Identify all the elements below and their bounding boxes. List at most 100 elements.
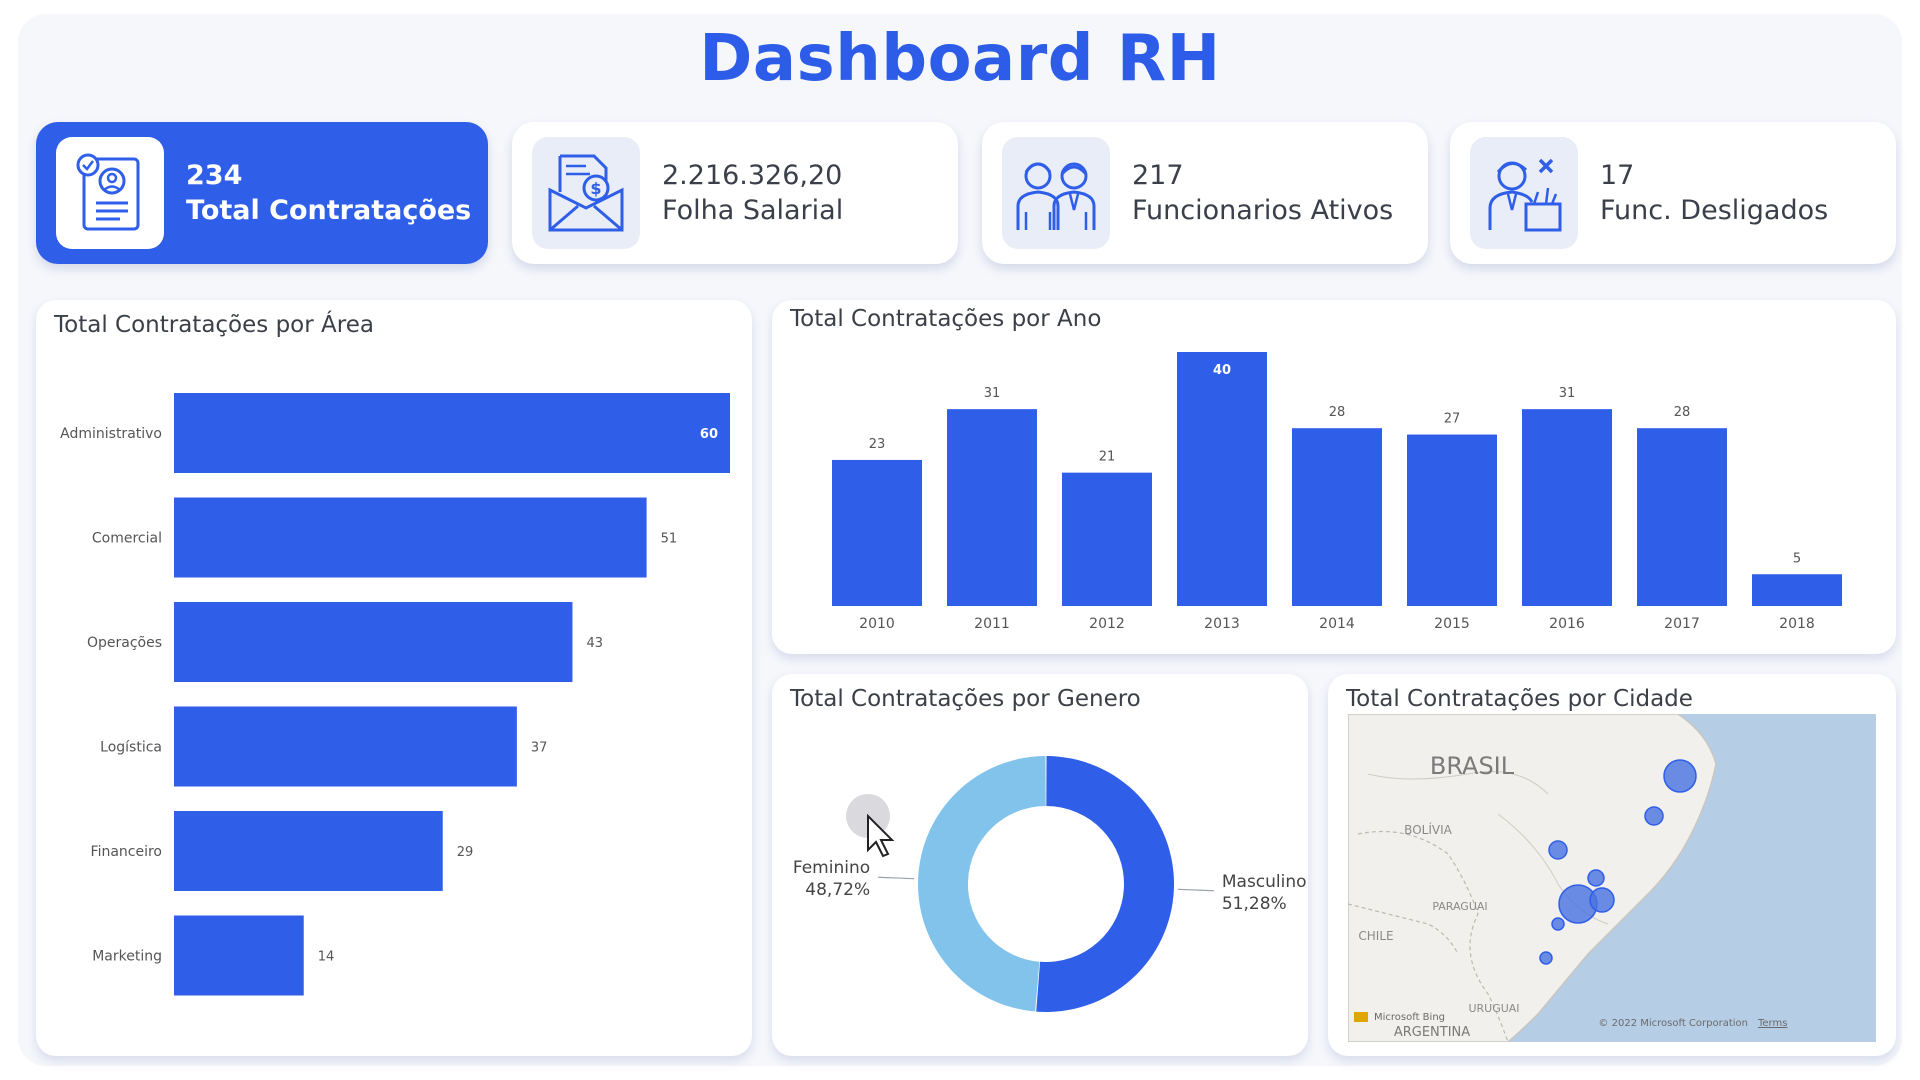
year-data-label: 31 xyxy=(1559,386,1576,401)
year-bar xyxy=(1752,574,1842,606)
kpi-funcionarios-ativos[interactable]: 217 Funcionarios Ativos xyxy=(982,122,1428,264)
year-data-label: 28 xyxy=(1674,405,1691,420)
panel-title: Total Contratações por Cidade xyxy=(1346,686,1693,712)
year-tick-label: 2017 xyxy=(1664,616,1700,632)
year-data-label: 21 xyxy=(1099,450,1116,465)
map-bubble[interactable] xyxy=(1539,951,1553,965)
gender-leader-line xyxy=(1177,888,1214,892)
area-bar xyxy=(174,811,443,891)
panel-contratacoes-por-cidade: Total Contratações por Cidade BRASIL BOL… xyxy=(1328,674,1896,1056)
map-copyright: © 2022 Microsoft Corporation xyxy=(1598,1018,1748,1029)
year-bar xyxy=(1292,428,1382,606)
year-tick-label: 2012 xyxy=(1089,616,1125,632)
panel-title: Total Contratações por Ano xyxy=(790,306,1102,332)
gender-slice xyxy=(1036,756,1174,1012)
kpi-label: Func. Desligados xyxy=(1600,195,1829,226)
year-bar-chart: 2010 23 2011 31 2012 21 2013 40 2014 28 2015 27 2016… xyxy=(832,352,1842,632)
map-bubble[interactable] xyxy=(1589,887,1615,913)
year-tick-label: 2013 xyxy=(1204,616,1240,632)
map-bubble[interactable] xyxy=(1587,869,1605,887)
city-map[interactable]: BRASIL BOLÍVIA PARAGUAI CHILE URUGUAI AR… xyxy=(1348,714,1876,1042)
map-label-paraguai: PARAGUAI xyxy=(1432,900,1487,913)
area-data-label: 60 xyxy=(700,427,718,442)
area-category-label: Operações xyxy=(87,635,162,651)
kpi-value: 17 xyxy=(1600,160,1635,191)
panel-contratacoes-por-ano: Total Contratações por Ano 2010 23 2011 31 2… xyxy=(772,300,1896,654)
year-bar xyxy=(1407,434,1497,606)
area-data-label: 43 xyxy=(586,636,603,651)
area-bar-chart: Administrativo 60 Comercial 51 Operações 43 Lo… xyxy=(60,393,730,996)
area-category-label: Financeiro xyxy=(91,844,162,860)
employees-icon xyxy=(1002,137,1110,249)
map-bubble[interactable] xyxy=(1551,917,1565,931)
area-bar xyxy=(174,602,573,682)
year-bar xyxy=(1522,409,1612,606)
area-category-label: Administrativo xyxy=(60,426,162,442)
area-bar xyxy=(174,706,517,787)
kpi-func-desligados[interactable]: 17 Func. Desligados xyxy=(1450,122,1896,264)
kpi-value: 217 xyxy=(1132,160,1184,191)
year-data-label: 5 xyxy=(1793,551,1801,566)
kpi-label: Total Contratações xyxy=(186,195,472,226)
page-title: Dashboard RH xyxy=(699,22,1221,96)
area-category-label: Marketing xyxy=(92,949,162,965)
year-tick-label: 2014 xyxy=(1319,616,1355,632)
map-bubble[interactable] xyxy=(1548,840,1568,860)
map-bubble[interactable] xyxy=(1644,806,1664,826)
panel-contratacoes-por-genero: Total Contratações por Genero Masculino 5… xyxy=(772,674,1308,1056)
area-data-label: 29 xyxy=(457,845,474,860)
gender-percent-label: 51,28% xyxy=(1222,894,1287,914)
id-card-icon xyxy=(56,137,164,249)
mouse-cursor-icon xyxy=(846,794,895,858)
map-attribution-bing: Microsoft Bing xyxy=(1374,1012,1445,1023)
area-data-label: 37 xyxy=(531,741,548,756)
year-data-label: 23 xyxy=(869,437,886,452)
panel-title: Total Contratações por Genero xyxy=(790,686,1141,712)
year-data-label: 28 xyxy=(1329,405,1346,420)
year-data-label: 40 xyxy=(1213,363,1231,378)
svg-text:$: $ xyxy=(590,179,601,198)
gender-percent-label: 48,72% xyxy=(805,880,870,900)
kpi-label: Funcionarios Ativos xyxy=(1132,195,1394,226)
year-tick-label: 2010 xyxy=(859,616,895,632)
year-bar xyxy=(1177,352,1267,606)
kpi-total-contratacoes[interactable]: 234 Total Contratações xyxy=(36,122,488,264)
year-tick-label: 2016 xyxy=(1549,616,1585,632)
bing-logo-icon xyxy=(1354,1012,1368,1022)
year-data-label: 31 xyxy=(984,386,1001,401)
kpi-label: Folha Salarial xyxy=(662,195,844,226)
map-land xyxy=(1348,714,1717,1042)
map-label-bolivia: BOLÍVIA xyxy=(1404,822,1452,837)
area-bar xyxy=(174,393,730,473)
area-data-label: 14 xyxy=(318,950,335,965)
gender-category-label: Masculino xyxy=(1222,872,1307,892)
year-bar xyxy=(1062,472,1152,606)
map-bubble[interactable] xyxy=(1663,759,1697,793)
map-label-chile: CHILE xyxy=(1358,929,1393,943)
area-bar xyxy=(174,497,647,578)
gender-slice xyxy=(918,756,1046,1012)
area-data-label: 51 xyxy=(661,532,678,547)
payroll-icon: $ xyxy=(532,137,640,249)
map-terms-link[interactable]: Terms xyxy=(1757,1018,1787,1029)
year-data-label: 27 xyxy=(1444,412,1461,427)
year-tick-label: 2011 xyxy=(974,616,1010,632)
map-label-brasil: BRASIL xyxy=(1430,752,1515,780)
area-bar xyxy=(174,915,304,996)
kpi-value: 2.216.326,20 xyxy=(662,160,843,191)
map-label-argentina: ARGENTINA xyxy=(1394,1025,1470,1040)
year-bar xyxy=(1637,428,1727,606)
kpi-folha-salarial[interactable]: $ 2.216.326,20 Folha Salarial xyxy=(512,122,958,264)
panel-contratacoes-por-area: Total Contratações por Área Administrati… xyxy=(36,300,752,1056)
dismissed-employee-icon xyxy=(1470,137,1578,249)
gender-category-label: Feminino xyxy=(793,858,870,878)
map-label-uruguai: URUGUAI xyxy=(1468,1002,1519,1015)
area-category-label: Logística xyxy=(100,740,162,756)
panel-title: Total Contratações por Área xyxy=(54,312,374,338)
year-tick-label: 2015 xyxy=(1434,616,1470,632)
year-bar xyxy=(947,409,1037,606)
year-bar xyxy=(832,459,922,606)
kpi-value: 234 xyxy=(186,160,243,191)
area-category-label: Comercial xyxy=(92,531,162,547)
